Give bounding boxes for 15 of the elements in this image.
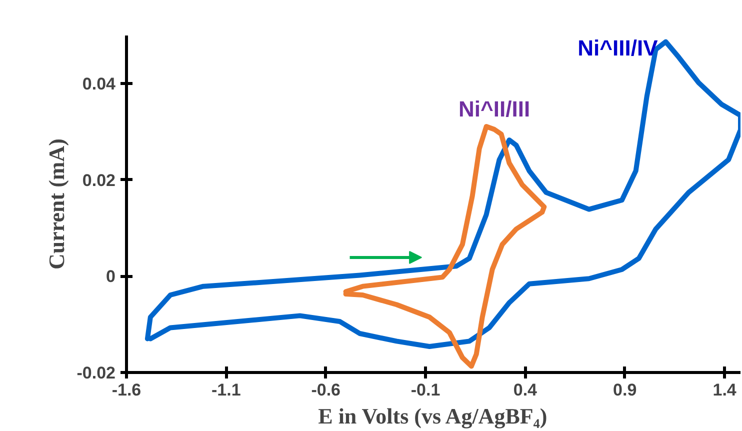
y-axis-title: Current (mA) <box>44 138 69 270</box>
x-tick-label: 0.4 <box>513 380 538 400</box>
annotation: Ni^III/IV <box>578 35 658 60</box>
y-tick-label: 0.02 <box>82 170 116 190</box>
y-tick-label: -0.02 <box>76 364 116 382</box>
y-tick-label: 0.04 <box>82 74 116 94</box>
x-tick-label: -1.1 <box>212 380 241 400</box>
x-tick-label: -1.6 <box>112 380 142 400</box>
annotation: Ni^II/III <box>458 96 530 122</box>
x-tick-label: -0.1 <box>410 380 440 400</box>
x-tick-label: 0.9 <box>613 380 637 400</box>
x-tick-label: -0.6 <box>311 380 340 400</box>
x-axis-title: E in Volts (vs Ag/AgBF₄) <box>318 404 548 428</box>
x-tick-label: 1.4 <box>712 380 737 400</box>
y-tick-label: 0 <box>106 267 116 286</box>
